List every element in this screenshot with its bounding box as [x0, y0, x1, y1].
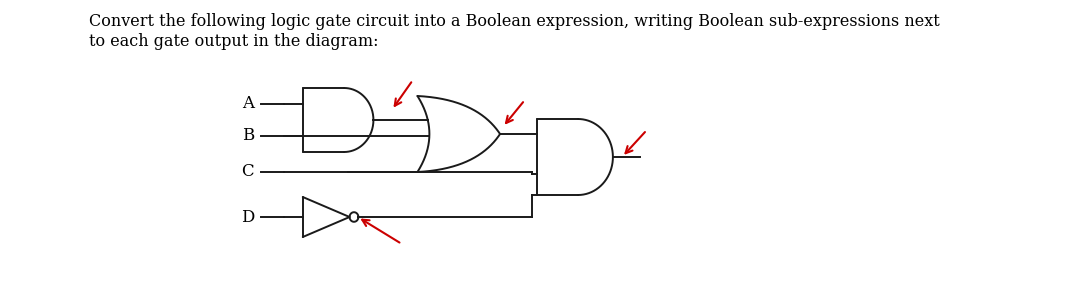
Text: A: A: [242, 95, 254, 112]
Text: C: C: [242, 164, 254, 180]
Text: Convert the following logic gate circuit into a Boolean expression, writing Bool: Convert the following logic gate circuit…: [90, 13, 940, 50]
Text: D: D: [241, 208, 254, 225]
Text: B: B: [242, 128, 254, 145]
